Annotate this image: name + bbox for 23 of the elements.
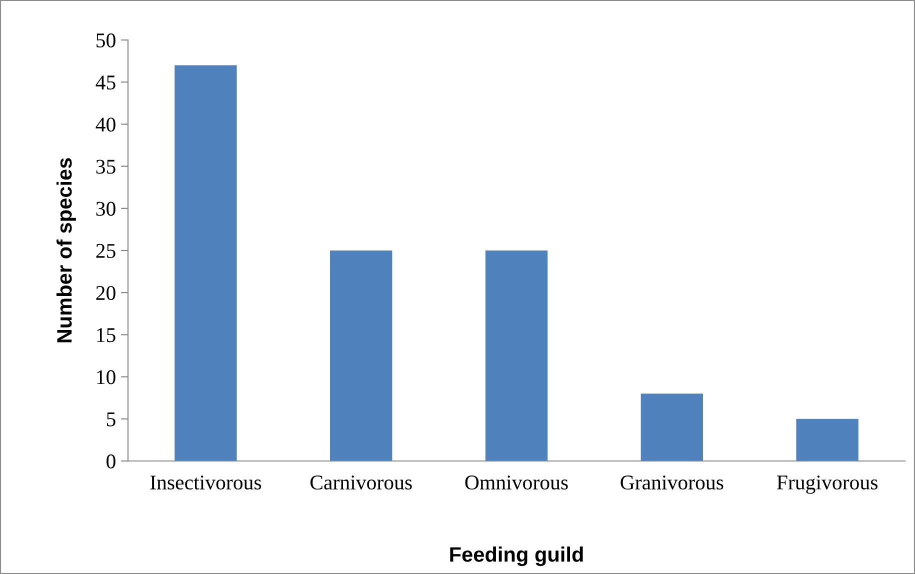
y-axis-title: Number of species	[56, 158, 76, 342]
x-tick-label: Insectivorous	[150, 476, 262, 490]
x-tick-label: Omnivorous	[465, 476, 568, 490]
x-tick-label: Carnivorous	[310, 476, 412, 490]
y-tick-label: 10	[97, 370, 116, 384]
y-tick-label: 40	[96, 118, 116, 132]
y-tick-label: 20	[96, 286, 116, 300]
y-tick-label: 35	[96, 160, 116, 174]
y-tick-label: 0	[106, 454, 116, 468]
bar	[174, 65, 237, 461]
y-tick-label: 5	[106, 412, 116, 426]
x-tick-label: Frugivorous	[776, 475, 878, 494]
y-tick-label: 50	[96, 33, 116, 48]
y-tick-label: 30	[96, 202, 116, 216]
bar	[485, 250, 548, 461]
bar	[330, 250, 392, 461]
x-axis-title: Feeding guild	[450, 546, 583, 566]
y-tick-label: 45	[96, 76, 116, 90]
y-tick-label: 25	[96, 244, 116, 258]
bar	[640, 394, 703, 461]
x-tick-label: Granivorous	[620, 476, 724, 490]
y-tick-label: 15	[97, 328, 116, 342]
bar	[796, 418, 858, 461]
